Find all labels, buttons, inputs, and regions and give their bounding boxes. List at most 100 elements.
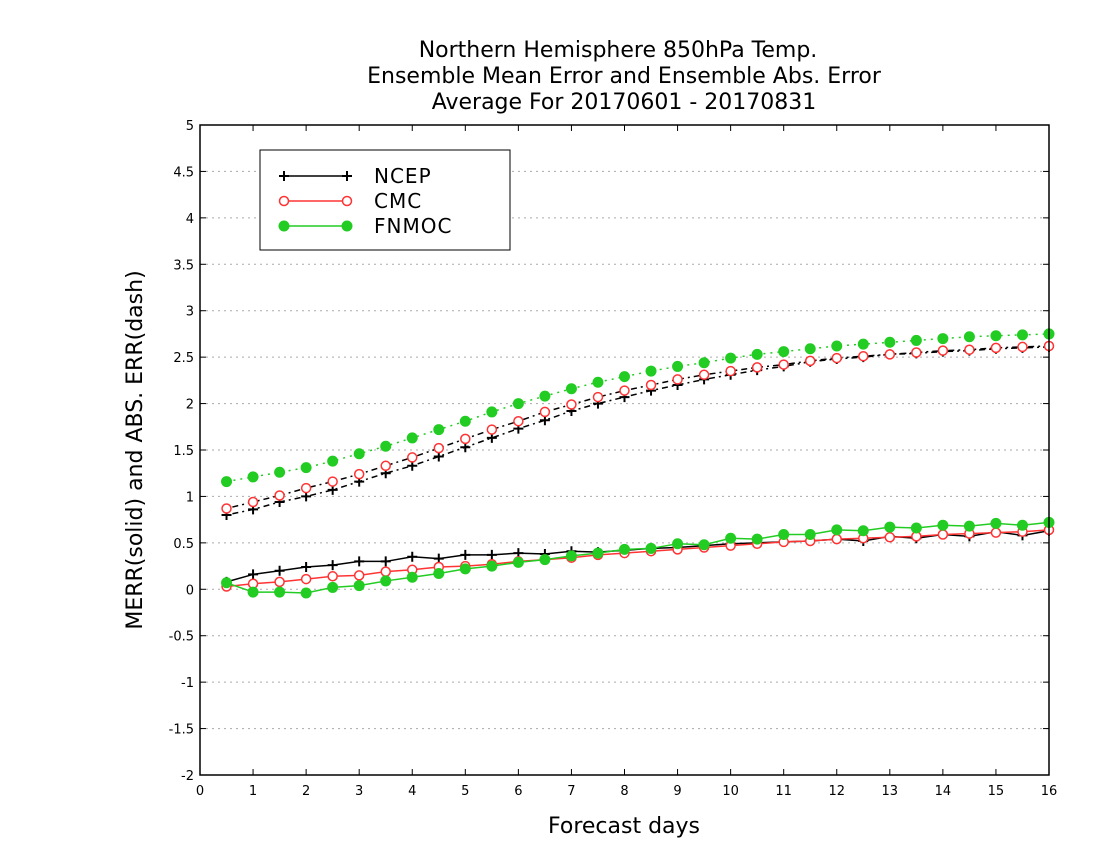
- y-tick-label: 4: [186, 212, 194, 227]
- series-fnmoc-abs-error-point: [963, 331, 975, 343]
- series-ncep-mean-error-point: [301, 562, 312, 572]
- x-tick-label: 5: [461, 784, 469, 799]
- series-fnmoc-mean-error-point: [937, 519, 949, 531]
- series-fnmoc-mean-error-point: [778, 529, 790, 540]
- series-fnmoc-mean-error-point: [539, 554, 551, 566]
- x-tick-label: 11: [775, 784, 792, 799]
- x-tick-label: 12: [828, 784, 845, 799]
- series-cmc-abs-error-point: [911, 347, 922, 358]
- y-tick-label: 1.5: [173, 444, 194, 459]
- horizontal-gridlines: [200, 170, 1049, 730]
- series-layer: [221, 328, 1055, 599]
- series-cmc-mean-error-point: [831, 533, 842, 545]
- series-cmc-abs-error-point: [645, 379, 657, 391]
- series-fnmoc-abs-error-point: [937, 333, 949, 345]
- x-tick-label: 10: [722, 784, 739, 799]
- series-fnmoc-abs-error-point: [592, 376, 604, 388]
- series-ncep-mean-error-point: [460, 549, 471, 560]
- y-tick-label: -2: [181, 769, 194, 784]
- series-cmc-abs-error-point: [831, 352, 842, 364]
- series-fnmoc-abs-error-point: [672, 360, 684, 372]
- series-fnmoc-mean-error-point: [486, 560, 498, 572]
- chart-title-line-3: Average For 20170601 - 20170831: [432, 90, 817, 115]
- series-fnmoc-abs-error-point: [831, 340, 843, 352]
- series-fnmoc-mean-error-point: [619, 543, 630, 555]
- series-cmc-abs-error-point: [964, 344, 975, 355]
- series-cmc-abs-error-point: [1017, 341, 1028, 353]
- series-cmc-abs-error-point: [513, 415, 524, 427]
- series-fnmoc-abs-error-point: [380, 440, 392, 452]
- x-tick-label: 16: [1041, 784, 1058, 799]
- series-fnmoc-abs-error-point: [221, 476, 233, 488]
- y-tick-label: -1.5: [169, 723, 194, 738]
- y-tick-label: 0: [186, 583, 194, 598]
- x-tick-label: 3: [355, 784, 363, 799]
- series-ncep-mean-error-point: [354, 556, 365, 567]
- legend-item-ncep: NCEP: [279, 164, 431, 188]
- series-fnmoc-abs-error-point: [1016, 329, 1028, 341]
- legend-item-cmc: CMC: [278, 189, 422, 213]
- series-cmc-mean-error-point: [327, 571, 338, 582]
- legend-marker-cmc: [278, 195, 290, 207]
- chart-title-line-1: Northern Hemisphere 850hPa Temp.: [419, 38, 818, 63]
- series-fnmoc-mean-error-point: [380, 575, 392, 587]
- series-cmc-abs-error-point: [407, 452, 418, 463]
- x-tick-label: 2: [302, 784, 310, 799]
- series-fnmoc-mean-error-point: [857, 525, 869, 537]
- series-fnmoc-mean-error-point: [565, 550, 577, 562]
- series-fnmoc-abs-error-point: [698, 357, 710, 369]
- y-axis-ticks: -2 -1.5 -1 -0.5 0 0.5 1 1.5 2 2.5 3 3.5 4 4.5 5: [169, 119, 1049, 784]
- series-fnmoc-abs-error-point: [512, 398, 524, 410]
- legend-marker-fnmoc: [278, 220, 290, 232]
- x-tick-label: 14: [935, 784, 952, 799]
- series-cmc-abs-error-point: [247, 496, 259, 508]
- series-fnmoc-mean-error-line: [226, 521, 1050, 594]
- series-fnmoc-abs-error-point: [778, 346, 790, 358]
- series-cmc: [221, 340, 1055, 592]
- series-fnmoc-mean-error-point: [751, 533, 763, 545]
- series-fnmoc-mean-error-point: [990, 517, 1002, 529]
- x-tick-label: 8: [620, 784, 628, 799]
- series-ncep-mean-error-line: [226, 530, 1050, 583]
- series-fnmoc-abs-error-point: [565, 383, 577, 395]
- legend-label-cmc: CMC: [374, 189, 422, 213]
- series-fnmoc-mean-error-point: [353, 580, 365, 592]
- series-fnmoc-mean-error-point: [725, 532, 737, 544]
- series-ncep-mean-error-point: [274, 565, 285, 576]
- series-fnmoc-mean-error-point: [910, 522, 922, 534]
- series-fnmoc-mean-error-point: [327, 581, 339, 593]
- series-cmc-abs-error-point: [804, 355, 816, 367]
- series-ncep-mean-error-point: [380, 556, 391, 567]
- legend-marker-cmc: [341, 195, 353, 207]
- x-tick-label: 6: [514, 784, 522, 799]
- legend-marker-ncep: [342, 171, 352, 181]
- x-tick-label: 4: [408, 784, 416, 799]
- series-fnmoc-mean-error-point: [1016, 519, 1028, 531]
- series-fnmoc-mean-error-point: [512, 556, 524, 568]
- series-fnmoc-mean-error-point: [698, 539, 710, 551]
- series-cmc-abs-error-point: [778, 359, 789, 370]
- series-fnmoc-abs-error-point: [539, 390, 551, 402]
- series-cmc-abs-error-point: [858, 350, 869, 362]
- y-tick-label: 4.5: [173, 165, 194, 180]
- series-cmc-mean-error-point: [884, 532, 896, 543]
- y-tick-label: 3: [186, 305, 194, 320]
- series-fnmoc-mean-error-point: [804, 529, 816, 540]
- x-tick-label: 0: [196, 784, 204, 799]
- series-cmc-mean-error-point: [937, 529, 949, 540]
- series-ncep-abs-error-line: [226, 346, 1050, 516]
- series-fnmoc-mean-error-point: [884, 521, 896, 533]
- series-fnmoc-abs-error-point: [857, 338, 869, 350]
- series-cmc-abs-error-point: [619, 385, 630, 396]
- series-cmc-abs-error-line: [226, 345, 1050, 510]
- series-cmc-mean-error-point: [274, 576, 285, 588]
- series-fnmoc-abs-error-point: [459, 415, 471, 427]
- series-fnmoc-mean-error-point: [406, 571, 418, 583]
- series-cmc-abs-error-point: [380, 460, 391, 472]
- series-fnmoc-mean-error-point: [831, 524, 843, 536]
- series-fnmoc-abs-error-point: [327, 455, 339, 467]
- legend-marker-ncep: [279, 171, 289, 181]
- y-tick-label: -1: [181, 676, 194, 691]
- y-tick-label: 5: [186, 119, 194, 134]
